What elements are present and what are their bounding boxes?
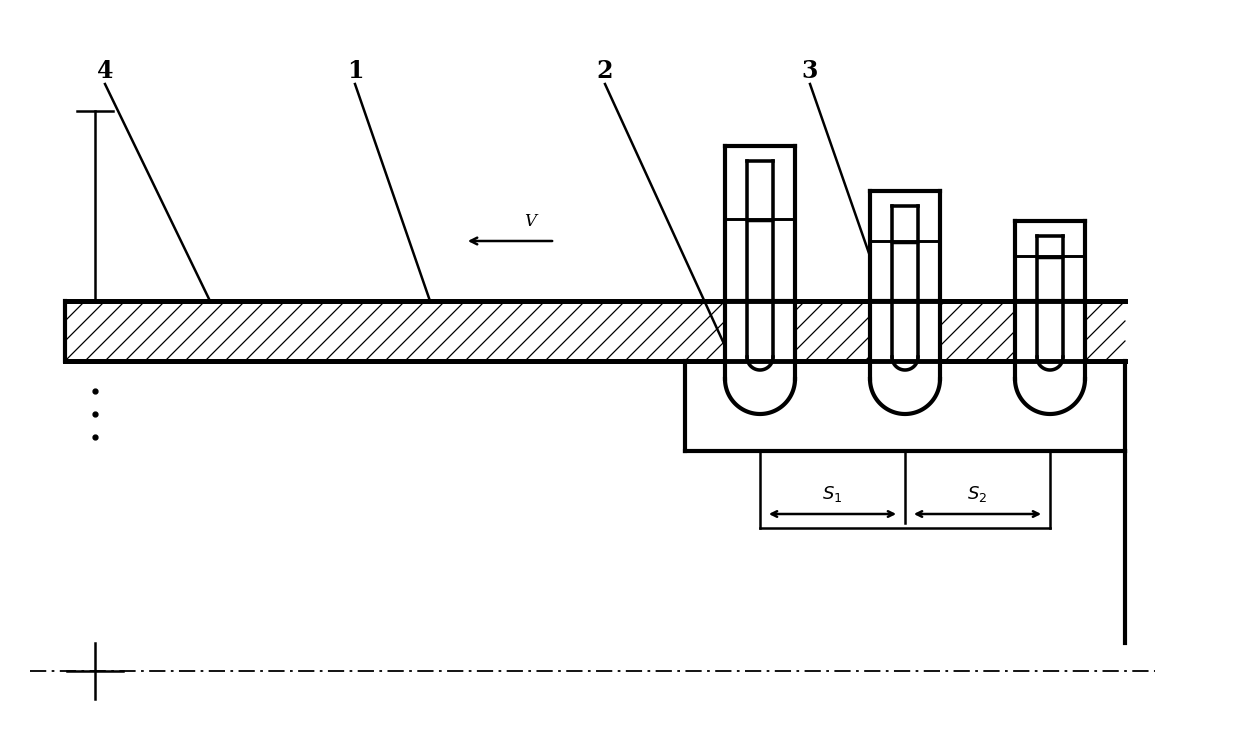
Bar bbox=[746, 161, 773, 357]
Bar bbox=[892, 206, 918, 357]
Text: $S_2$: $S_2$ bbox=[967, 484, 987, 504]
Bar bbox=[1037, 236, 1063, 357]
Text: 4: 4 bbox=[97, 59, 113, 83]
Bar bbox=[725, 301, 795, 379]
Bar bbox=[684, 361, 1125, 451]
Bar bbox=[870, 191, 940, 301]
Polygon shape bbox=[1016, 379, 1085, 414]
Bar bbox=[1016, 221, 1085, 301]
Polygon shape bbox=[725, 379, 795, 414]
Bar bbox=[725, 146, 795, 301]
Text: 3: 3 bbox=[802, 59, 818, 83]
Text: V: V bbox=[525, 212, 536, 230]
Text: 2: 2 bbox=[596, 59, 614, 83]
Text: $S_1$: $S_1$ bbox=[822, 484, 843, 504]
Polygon shape bbox=[892, 357, 918, 370]
Polygon shape bbox=[746, 357, 773, 370]
Polygon shape bbox=[870, 379, 940, 414]
Bar bbox=[1016, 301, 1085, 379]
Bar bbox=[64, 301, 1125, 361]
Text: 1: 1 bbox=[347, 59, 363, 83]
Polygon shape bbox=[1037, 357, 1063, 370]
Bar bbox=[870, 301, 940, 379]
